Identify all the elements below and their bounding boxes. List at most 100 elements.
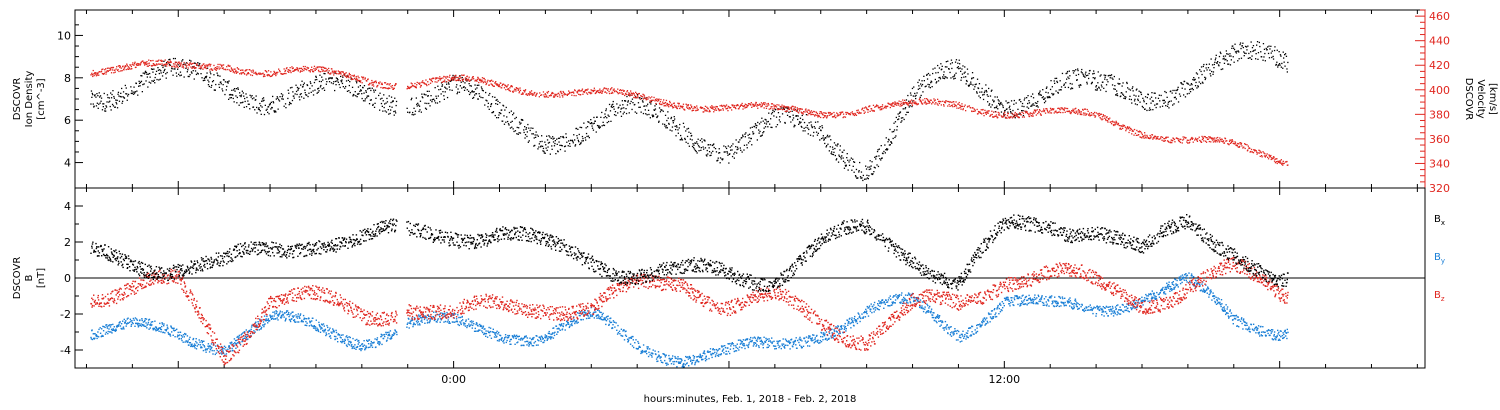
- ion-density-point: [605, 108, 607, 110]
- ion-density-point: [993, 100, 995, 102]
- ion-density-point: [514, 130, 517, 132]
- by-point: [134, 317, 137, 319]
- by-point: [147, 321, 150, 324]
- velocity-point: [757, 107, 759, 109]
- ion-density-point: [373, 91, 375, 93]
- ion-density-point: [719, 162, 721, 164]
- ion-density-point: [792, 119, 794, 121]
- ion-density-point: [1197, 86, 1199, 88]
- velocity-point: [901, 102, 903, 105]
- ion-density-point: [1110, 74, 1113, 76]
- ion-density-point: [694, 149, 696, 152]
- velocity-point: [1115, 120, 1117, 122]
- velocity-point: [1106, 116, 1108, 118]
- ion-density-point: [794, 125, 796, 127]
- ion-density-point: [762, 120, 764, 122]
- velocity-point: [590, 93, 592, 95]
- ion-density-point: [148, 81, 150, 83]
- velocity-point: [1244, 143, 1246, 145]
- velocity-point: [834, 114, 836, 116]
- ion-density-point: [546, 149, 548, 151]
- ion-density-point: [353, 94, 355, 96]
- velocity-point: [1166, 136, 1168, 138]
- ion-density-point: [1164, 101, 1166, 103]
- velocity-point: [168, 64, 171, 67]
- ion-density-point: [277, 108, 279, 110]
- velocity-point: [608, 92, 611, 95]
- velocity-point: [126, 63, 128, 65]
- velocity-point: [984, 109, 986, 111]
- ion-density-point: [1280, 55, 1282, 57]
- velocity-point: [518, 91, 521, 93]
- y-axis-label-left: [nT]: [36, 268, 47, 288]
- velocity-point: [655, 102, 657, 105]
- ion-density-point: [1275, 63, 1277, 66]
- by-point: [198, 339, 200, 341]
- velocity-point: [1049, 112, 1051, 114]
- velocity-point: [810, 110, 813, 112]
- ion-density-point: [236, 96, 238, 99]
- velocity-point: [957, 103, 959, 105]
- velocity-point: [891, 103, 893, 105]
- velocity-point: [139, 64, 141, 66]
- ion-density-point: [278, 100, 281, 102]
- velocity-point: [344, 75, 346, 77]
- ion-density-point: [675, 125, 678, 127]
- ion-density-point: [581, 140, 583, 142]
- velocity-point: [230, 67, 232, 69]
- by-point: [203, 340, 205, 342]
- by-point: [229, 350, 232, 352]
- by-point: [122, 320, 124, 322]
- ion-density-point: [211, 84, 213, 87]
- velocity-point: [895, 102, 897, 104]
- ion-density-point: [873, 171, 875, 173]
- velocity-point: [1187, 139, 1189, 141]
- velocity-point: [448, 80, 450, 82]
- ion-density-point: [526, 131, 528, 133]
- velocity-point: [836, 112, 838, 114]
- velocity-point: [613, 89, 615, 91]
- velocity-point: [443, 81, 445, 83]
- velocity-point: [665, 99, 668, 102]
- velocity-point: [1138, 134, 1140, 136]
- ion-density-point: [288, 92, 290, 94]
- ion-density-point: [500, 112, 502, 115]
- velocity-point: [262, 75, 265, 78]
- by-point: [155, 326, 158, 328]
- ion-density-point: [987, 101, 989, 103]
- velocity-point: [851, 111, 853, 113]
- velocity-point: [757, 104, 759, 106]
- ion-density-point: [644, 109, 646, 111]
- ion-density-point: [977, 87, 980, 90]
- velocity-point: [1101, 119, 1103, 121]
- ion-density-point: [1071, 87, 1073, 89]
- ion-density-point: [568, 140, 570, 142]
- velocity-point: [245, 69, 247, 72]
- ion-density-point: [1186, 93, 1188, 95]
- velocity-point: [383, 87, 385, 89]
- ion-density-point: [1219, 62, 1221, 64]
- ion-density-point: [468, 93, 471, 96]
- ion-density-point: [1178, 93, 1181, 95]
- velocity-point: [253, 72, 255, 74]
- velocity-point: [620, 89, 623, 92]
- ion-density-point: [188, 75, 190, 78]
- ion-density-point: [210, 86, 212, 88]
- velocity-point: [1025, 111, 1027, 114]
- ion-density-point: [1075, 69, 1077, 71]
- ion-density-point: [197, 62, 199, 64]
- ion-density-point: [591, 127, 594, 129]
- by-point: [161, 322, 163, 324]
- y-axis-label-left: [cm^-3]: [36, 78, 47, 119]
- velocity-point: [806, 110, 808, 112]
- ion-density-point: [1150, 96, 1153, 98]
- ion-density-point: [1027, 107, 1030, 109]
- ion-density-point: [1263, 48, 1266, 50]
- velocity-point: [831, 113, 833, 115]
- ion-density-point: [1134, 98, 1136, 100]
- ion-density-point: [302, 85, 304, 88]
- ion-density-point: [385, 111, 388, 113]
- velocity-point: [1063, 109, 1065, 111]
- velocity-point: [1185, 137, 1187, 139]
- velocity-point: [908, 103, 910, 105]
